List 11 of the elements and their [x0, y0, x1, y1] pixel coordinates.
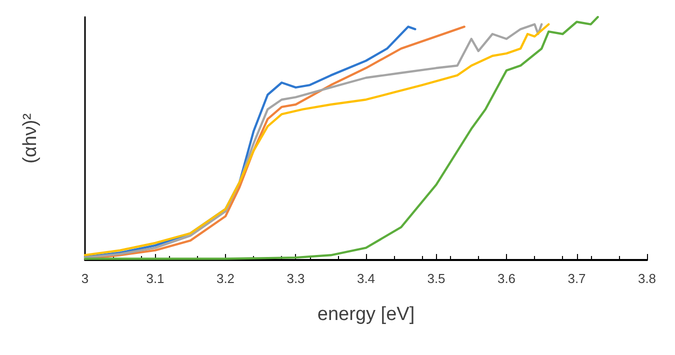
x-axis-title: energy [eV] [317, 304, 415, 325]
x-tick-label: 3 [81, 271, 89, 286]
x-tick-label: 3.1 [146, 271, 164, 286]
x-tick-label: 3.8 [638, 271, 656, 286]
y-axis-title: (αhν)² [20, 113, 41, 164]
x-tick-label: 3.3 [286, 271, 305, 286]
x-tick-label: 3.7 [568, 271, 586, 286]
x-tick-label: 3.5 [427, 271, 446, 286]
x-tick-label: 3.4 [356, 271, 376, 286]
x-tick-label: 3.6 [497, 271, 516, 286]
x-tick-label: 3.2 [216, 271, 235, 286]
